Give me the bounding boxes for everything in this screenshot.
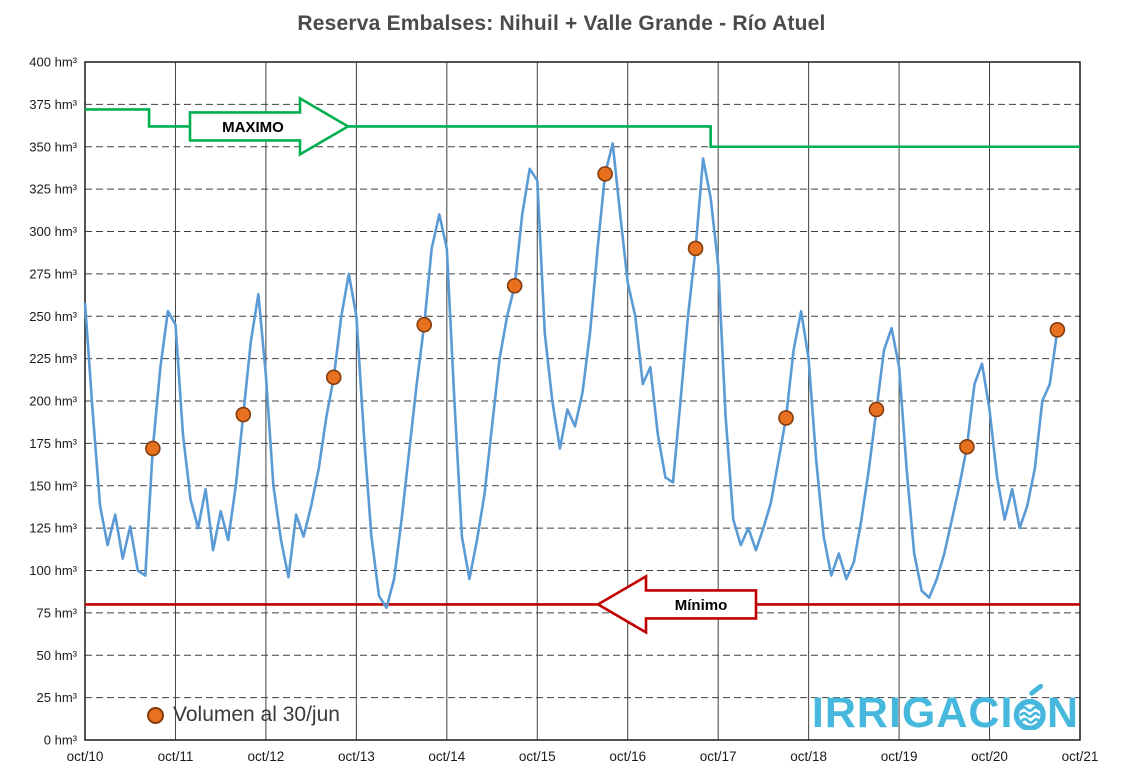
chart-legend: Volumen al 30/jun: [147, 703, 340, 727]
y-tick-label: 350 hm³: [29, 139, 77, 154]
volume-dot: [145, 440, 161, 457]
y-tick-label: 400 hm³: [29, 55, 77, 70]
x-tick-label: oct/19: [881, 749, 918, 764]
x-tick-label: oct/18: [790, 749, 827, 764]
logo-wave-2: [1020, 711, 1041, 718]
maximo-line: [85, 108, 1080, 149]
legend-label: Volumen al 30/jun: [173, 703, 340, 726]
logo-wave-o-icon: [1013, 683, 1047, 730]
maximo-arrow: [188, 96, 351, 157]
x-tick-label: oct/12: [248, 749, 285, 764]
volume-series-line: [83, 142, 1059, 610]
x-tick-label: oct/16: [609, 749, 646, 764]
y-tick-label: 300 hm³: [29, 224, 77, 239]
logo-wave-1: [1020, 705, 1041, 712]
volume-dot: [325, 369, 342, 386]
volume-dot: [416, 316, 433, 333]
x-tick-label: oct/14: [428, 749, 465, 764]
y-tick-label: 125 hm³: [29, 521, 77, 536]
logo-o-ring: [1014, 698, 1047, 730]
x-tick-label: oct/15: [519, 749, 556, 764]
volume-dot: [597, 166, 613, 182]
x-tick-label: oct/17: [700, 749, 737, 764]
minimo-arrow: [595, 574, 758, 635]
volume-dot: [235, 406, 252, 423]
y-tick-label: 25 hm³: [37, 690, 78, 705]
y-tick-label: 75 hm³: [37, 605, 78, 620]
y-tick-label: 50 hm³: [37, 648, 78, 663]
y-tick-label: 250 hm³: [29, 309, 77, 324]
plot-border: [84, 61, 1081, 741]
volume-dot: [687, 240, 704, 257]
logo-text-right: N: [1046, 689, 1079, 737]
x-tick-label: oct/13: [338, 749, 375, 764]
y-tick-label: 275 hm³: [29, 266, 77, 281]
x-tick-label: oct/11: [158, 749, 194, 764]
logo-accent-mark: [1029, 683, 1044, 696]
y-tick-label: 0 hm³: [44, 733, 78, 748]
y-tick-label: 200 hm³: [29, 394, 77, 409]
logo-text-left: IRRIGACI: [811, 689, 1014, 737]
volume-dot: [868, 401, 885, 418]
x-tick-label: oct/10: [67, 749, 104, 764]
y-tick-label: 175 hm³: [29, 436, 77, 451]
y-tick-label: 325 hm³: [29, 182, 77, 197]
x-tick-label: oct/20: [971, 749, 1008, 764]
y-tick-label: 225 hm³: [29, 351, 77, 366]
volume-dot-legend-marker: [147, 706, 164, 724]
y-tick-label: 100 hm³: [29, 563, 77, 578]
logo-wave-3: [1021, 717, 1041, 724]
volume-dot: [778, 410, 794, 426]
x-tick-label: oct/21: [1062, 749, 1099, 764]
irrigacion-logo: IRRIGACI N: [811, 683, 1079, 737]
volume-dot: [959, 438, 975, 455]
y-tick-label: 375 hm³: [29, 97, 77, 112]
chart-title: Reserva Embalses: Nihuil + Valle Grande …: [297, 12, 826, 35]
minimo-label: Mínimo: [675, 597, 728, 614]
volume-dot: [506, 277, 523, 294]
y-tick-label: 150 hm³: [29, 478, 77, 493]
volume-dot: [1049, 322, 1066, 338]
maximo-label: MAXIMO: [222, 119, 284, 136]
